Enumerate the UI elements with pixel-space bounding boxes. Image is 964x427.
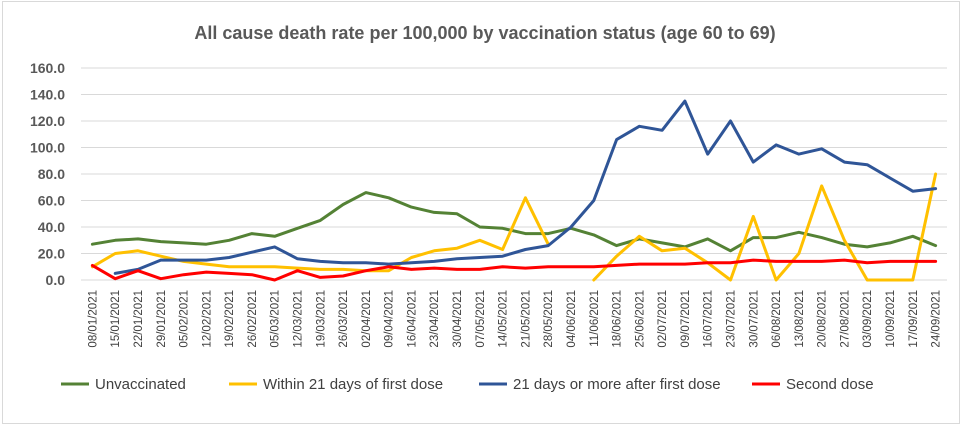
- x-tick-label: 16/04/2021: [406, 290, 418, 348]
- x-tick-label: 10/09/2021: [885, 290, 897, 348]
- legend-label: 21 days or more after first dose: [513, 376, 721, 393]
- x-tick-label: 11/06/2021: [589, 290, 601, 347]
- x-tick-label: 04/06/2021: [566, 290, 578, 348]
- x-tick-label: 06/08/2021: [771, 290, 783, 348]
- x-tick-label: 05/02/2021: [179, 290, 191, 348]
- x-tick-label: 20/08/2021: [817, 290, 829, 348]
- y-tick-label: 140.0: [30, 87, 65, 103]
- x-tick-label: 30/04/2021: [452, 290, 464, 348]
- x-tick-label: 13/08/2021: [794, 290, 806, 348]
- y-tick-label: 80.0: [38, 166, 65, 182]
- legend-label: Unvaccinated: [95, 376, 186, 393]
- y-tick-label: 20.0: [38, 246, 65, 262]
- x-tick-label: 02/04/2021: [361, 290, 373, 348]
- x-tick-label: 23/04/2021: [429, 290, 441, 348]
- y-tick-label: 60.0: [38, 193, 65, 209]
- series-lines: [90, 99, 938, 282]
- x-axis-ticks: 08/01/2021 15/01/2021 22/01/2021 29/01/2021…: [87, 290, 942, 348]
- y-tick-label: 120.0: [30, 113, 65, 129]
- x-tick-label: 03/09/2021: [862, 290, 874, 348]
- x-tick-label: 05/03/2021: [270, 290, 282, 348]
- x-tick-label: 12/02/2021: [201, 290, 213, 348]
- x-tick-label: 27/08/2021: [839, 290, 851, 348]
- x-tick-label: 19/02/2021: [224, 290, 236, 348]
- chart-title: All cause death rate per 100,000 by vacc…: [194, 23, 775, 43]
- x-tick-label: 17/09/2021: [908, 290, 920, 348]
- series-line-1: [90, 191, 938, 253]
- x-tick-label: 25/06/2021: [634, 290, 646, 348]
- gridlines: [81, 67, 947, 281]
- y-tick-label: 0.0: [46, 272, 66, 288]
- x-tick-label: 19/03/2021: [315, 290, 327, 348]
- x-tick-label: 21/05/2021: [520, 290, 532, 348]
- x-tick-label: 09/07/2021: [680, 290, 692, 348]
- x-tick-label: 14/05/2021: [498, 290, 510, 348]
- legend: Unvaccinated Within 21 days of first dose…: [61, 376, 874, 393]
- legend-label: Within 21 days of first dose: [263, 376, 443, 393]
- x-tick-label: 09/04/2021: [384, 290, 396, 348]
- x-tick-label: 12/03/2021: [293, 290, 305, 348]
- x-tick-label: 29/01/2021: [156, 290, 168, 348]
- x-tick-label: 22/01/2021: [133, 290, 145, 348]
- y-tick-label: 100.0: [30, 140, 65, 156]
- x-tick-label: 02/07/2021: [657, 290, 669, 348]
- x-tick-label: 08/01/2021: [87, 290, 99, 348]
- series-line-3: [113, 99, 938, 275]
- series-line-4: [90, 258, 938, 282]
- x-tick-label: 16/07/2021: [703, 290, 715, 348]
- series-line-2: [592, 172, 938, 282]
- series-line-2: [90, 196, 550, 273]
- x-tick-label: 15/01/2021: [110, 290, 122, 348]
- y-axis-ticks: 0.0 20.0 40.0 60.0 80.0 100.0 120.0 140.0 160.0: [30, 60, 65, 288]
- x-tick-label: 30/07/2021: [748, 290, 760, 348]
- x-tick-label: 26/02/2021: [247, 290, 259, 348]
- x-tick-label: 26/03/2021: [338, 290, 350, 348]
- x-tick-label: 28/05/2021: [543, 290, 555, 348]
- x-tick-label: 07/05/2021: [475, 290, 487, 348]
- y-tick-label: 160.0: [30, 60, 65, 76]
- line-chart: All cause death rate per 100,000 by vacc…: [30, 23, 947, 393]
- x-tick-label: 23/07/2021: [726, 290, 738, 348]
- x-tick-label: 24/09/2021: [931, 290, 943, 348]
- y-tick-label: 40.0: [38, 219, 65, 235]
- legend-label: Second dose: [786, 376, 874, 393]
- x-tick-label: 18/06/2021: [612, 290, 624, 348]
